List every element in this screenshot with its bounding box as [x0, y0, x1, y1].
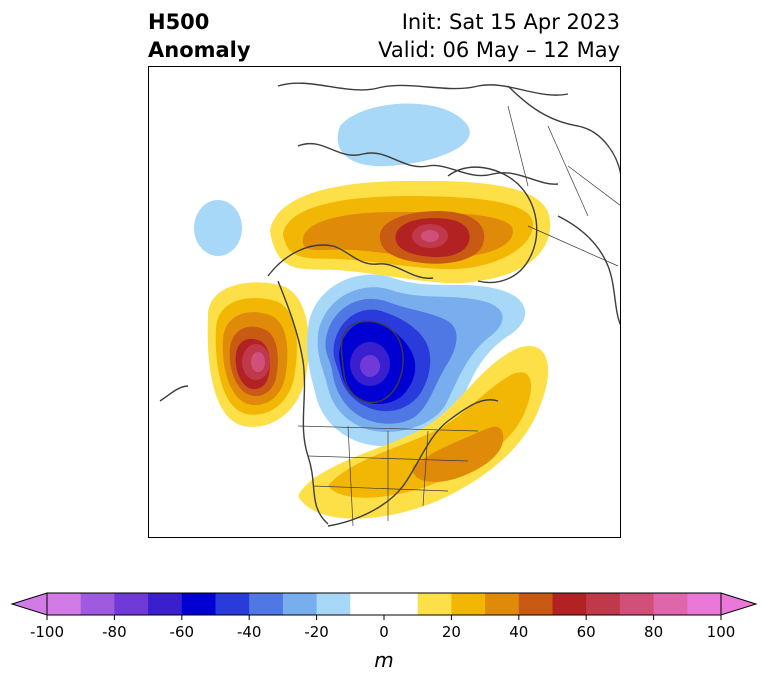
political-borders — [297, 105, 621, 527]
title-left: H500 Anomaly — [148, 8, 251, 64]
colorbar-tick-label: 20 — [442, 623, 461, 641]
colorbar-cell — [586, 593, 621, 615]
colorbar-tick-label: -60 — [170, 623, 195, 641]
colorbar-extend-under — [10, 592, 48, 616]
colorbar-cell — [316, 593, 351, 615]
colorbar-cell — [215, 593, 250, 615]
colorbar-tick-label: 40 — [509, 623, 528, 641]
colorbar-tick-label: -80 — [102, 623, 127, 641]
colorbar-cell — [350, 593, 385, 615]
colorbar-cell — [552, 593, 587, 615]
colorbar-cell — [653, 593, 688, 615]
colorbar-cell — [384, 593, 419, 615]
colorbar-cell — [114, 593, 149, 615]
colorbar-cell — [47, 593, 82, 615]
colorbar-tick-label: -20 — [304, 623, 329, 641]
colorbar-cell — [518, 593, 553, 615]
pacific-small-negative-anomaly — [194, 200, 242, 256]
se-us-positive-anomaly — [298, 345, 549, 519]
colorbar-tick-label: 80 — [644, 623, 663, 641]
colorbar-tick-label: -40 — [237, 623, 262, 641]
coastlines — [159, 82, 621, 527]
colorbar-cell — [619, 593, 654, 615]
ne-pacific-positive-anomaly — [207, 282, 309, 427]
colorbar: -100 -80 -60 -40 -20 0 20 40 60 80 100 m — [10, 592, 758, 672]
colorbar-cell — [485, 593, 520, 615]
greenland-positive-anomaly — [270, 180, 551, 284]
anomaly-map — [148, 66, 621, 538]
colorbar-cell — [80, 593, 115, 615]
siberia-negative-anomaly — [337, 103, 470, 167]
colorbar-tick-label: 100 — [707, 623, 736, 641]
valid-time: Valid: 06 May – 12 May — [378, 38, 620, 62]
variable-title: H500 — [148, 10, 210, 34]
colorbar-cell — [687, 593, 722, 615]
colorbar-extend-over — [720, 592, 758, 616]
colorbar-tick-label: 60 — [577, 623, 596, 641]
colorbar-cell — [181, 593, 216, 615]
colorbar-unit-label: m — [374, 648, 393, 672]
colorbar-tick-label: -100 — [30, 623, 64, 641]
variable-subtitle: Anomaly — [148, 38, 251, 62]
title-right: Init: Sat 15 Apr 2023 Valid: 06 May – 12… — [378, 8, 620, 64]
colorbar-cell — [282, 593, 317, 615]
colorbar-cell — [148, 593, 183, 615]
colorbar-cell — [249, 593, 284, 615]
colorbar-cell — [417, 593, 452, 615]
map-frame — [148, 66, 621, 538]
colorbar-tick-label: 0 — [379, 623, 389, 641]
hudson-bay-negative-anomaly — [306, 274, 526, 447]
init-time: Init: Sat 15 Apr 2023 — [401, 10, 620, 34]
colorbar-cell — [451, 593, 486, 615]
